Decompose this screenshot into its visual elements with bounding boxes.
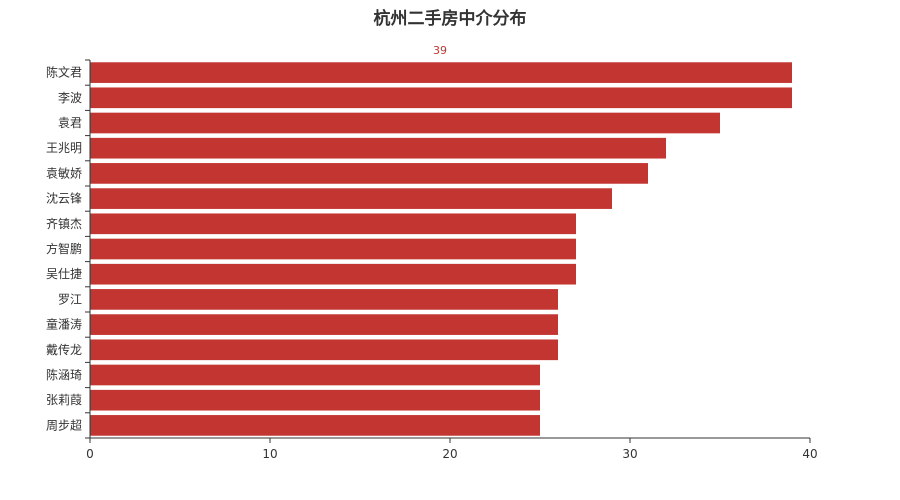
- y-tick-label: 李波: [58, 90, 82, 105]
- y-tick-label: 袁敏娇: [46, 165, 82, 180]
- x-tick-label: 30: [622, 447, 637, 461]
- y-tick-label: 陈涵琦: [46, 367, 82, 382]
- y-tick-label: 陈文君: [46, 65, 82, 80]
- bar-11[interactable]: [90, 339, 558, 361]
- x-tick-label: 0: [86, 447, 94, 461]
- y-tick-label: 齐镇杰: [46, 216, 82, 231]
- y-tick-label: 周步超: [46, 417, 82, 432]
- y-tick-label: 童潘涛: [46, 317, 82, 332]
- y-tick-label: 方智鹏: [46, 241, 82, 256]
- bar-13[interactable]: [90, 389, 540, 411]
- bar-2[interactable]: [90, 112, 720, 134]
- y-tick-label: 戴传龙: [46, 342, 82, 357]
- data-label: 39: [433, 44, 447, 57]
- bar-12[interactable]: [90, 364, 540, 386]
- bar-7[interactable]: [90, 238, 576, 260]
- bar-1[interactable]: [90, 87, 792, 109]
- bar-0[interactable]: [90, 62, 792, 83]
- x-tick-label: 20: [442, 447, 457, 461]
- bar-10[interactable]: [90, 314, 558, 335]
- bar-3[interactable]: [90, 137, 666, 159]
- y-tick-label: 王兆明: [46, 141, 82, 155]
- bar-4[interactable]: [90, 163, 648, 184]
- bar-9[interactable]: [90, 289, 558, 310]
- y-tick-label: 罗江: [58, 292, 82, 306]
- y-tick-label: 沈云锋: [46, 191, 82, 206]
- bar-6[interactable]: [90, 213, 576, 235]
- bar-8[interactable]: [90, 263, 576, 285]
- bar-14[interactable]: [90, 415, 540, 436]
- y-tick-label: 袁君: [58, 116, 82, 130]
- x-tick-label: 10: [262, 447, 277, 461]
- chart-title: 杭州二手房中介分布: [373, 9, 527, 29]
- y-tick-label: 吴仕捷: [46, 267, 82, 281]
- x-tick-label: 40: [802, 447, 817, 461]
- bar-5[interactable]: [90, 188, 612, 209]
- y-tick-label: 张莉葭: [46, 393, 82, 407]
